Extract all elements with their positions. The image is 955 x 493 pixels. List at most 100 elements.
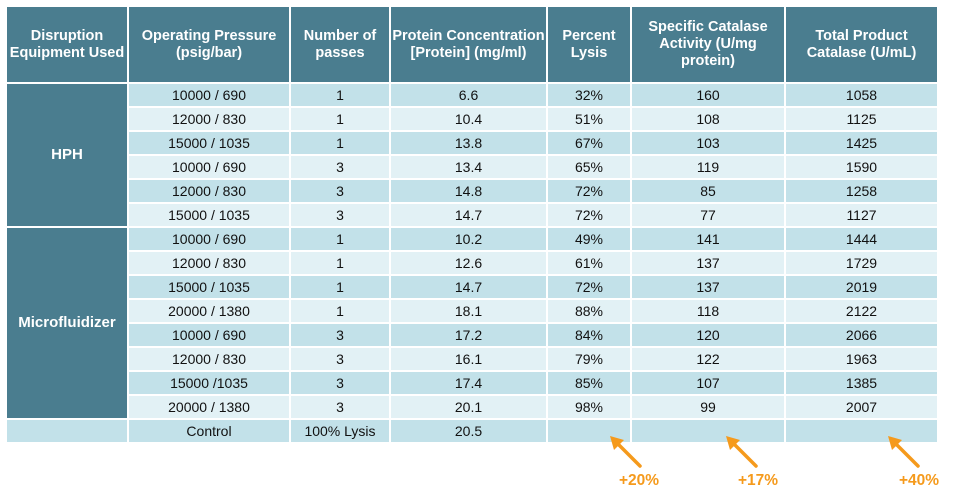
header-row: Disruption Equipment Used Operating Pres…: [5, 5, 939, 84]
table-row: 15000 / 1035 1 14.7 72% 137 2019: [6, 274, 939, 300]
arrow-lysis-icon: [610, 436, 642, 468]
cell-control-total: [784, 418, 939, 444]
cell-total: 1425: [784, 130, 939, 156]
cell-activity: 99: [630, 394, 786, 420]
cell-lysis: 72%: [546, 274, 632, 300]
table-row: 15000 /1035 3 17.4 85% 107 1385: [6, 370, 939, 396]
cell-pressure: 15000 /1035: [127, 370, 291, 396]
cell-total: 1729: [784, 250, 939, 276]
cell-passes: 3: [289, 394, 391, 420]
table-row: 10000 / 690 3 13.4 65% 119 1590: [6, 154, 939, 180]
cell-total: 1963: [784, 346, 939, 372]
cell-protein: 14.8: [389, 178, 548, 204]
cell-lysis: 72%: [546, 178, 632, 204]
cell-pressure: 10000 / 690: [127, 322, 291, 348]
cell-protein: 12.6: [389, 250, 548, 276]
cell-activity: 141: [630, 226, 786, 252]
cell-protein: 17.4: [389, 370, 548, 396]
table-row: 20000 / 1380 1 18.1 88% 118 2122: [6, 298, 939, 324]
cell-total: 2122: [784, 298, 939, 324]
cell-activity: 137: [630, 250, 786, 276]
cell-passes: 1: [289, 106, 391, 132]
cell-passes: 3: [289, 154, 391, 180]
table-row: 15000 / 1035 1 13.8 67% 103 1425: [6, 130, 939, 156]
header-protein: Protein Concentration [Protein] (mg/ml): [389, 5, 548, 84]
cell-lysis: 84%: [546, 322, 632, 348]
cell-passes: 3: [289, 370, 391, 396]
annotation-activity: +17%: [738, 472, 779, 489]
cell-pressure: 20000 / 1380: [127, 298, 291, 324]
cell-pressure: 10000 / 690: [127, 226, 291, 252]
table-row: 12000 / 830 1 10.4 51% 108 1125: [6, 106, 939, 132]
group-label-hph: HPH: [5, 82, 129, 228]
cell-control-activity: [630, 418, 786, 444]
cell-total: 1444: [784, 226, 939, 252]
cell-lysis: 79%: [546, 346, 632, 372]
cell-activity: 77: [630, 202, 786, 228]
cell-control-lysis: [546, 418, 632, 444]
cell-pressure: 12000 / 830: [127, 106, 291, 132]
table-row: 12000 / 830 3 14.8 72% 85 1258: [6, 178, 939, 204]
cell-activity: 137: [630, 274, 786, 300]
cell-passes: 3: [289, 346, 391, 372]
cell-lysis: 88%: [546, 298, 632, 324]
cell-lysis: 65%: [546, 154, 632, 180]
table-row: 15000 / 1035 3 14.7 72% 77 1127: [6, 202, 939, 228]
cell-passes: 1: [289, 82, 391, 108]
cell-activity: 107: [630, 370, 786, 396]
cell-protein: 14.7: [389, 274, 548, 300]
control-group-cell: [5, 418, 129, 444]
cell-lysis: 51%: [546, 106, 632, 132]
cell-passes: 1: [289, 226, 391, 252]
header-equipment: Disruption Equipment Used: [5, 5, 129, 84]
cell-control-label: Control: [127, 418, 291, 444]
cell-total: 2019: [784, 274, 939, 300]
cell-protein: 6.6: [389, 82, 548, 108]
cell-total: 2007: [784, 394, 939, 420]
table-row: HPH 10000 / 690 1 6.6 32% 160 1058: [5, 82, 939, 228]
catalase-results-table: Disruption Equipment Used Operating Pres…: [5, 5, 939, 444]
cell-activity: 120: [630, 322, 786, 348]
cell-lysis: 61%: [546, 250, 632, 276]
cell-passes: 1: [289, 298, 391, 324]
cell-total: 1125: [784, 106, 939, 132]
cell-activity: 160: [630, 82, 786, 108]
cell-pressure: 20000 / 1380: [127, 394, 291, 420]
cell-passes: 3: [289, 322, 391, 348]
cell-total: 2066: [784, 322, 939, 348]
header-lysis: Percent Lysis: [546, 5, 632, 84]
table-row: 10000 / 690 3 17.2 84% 120 2066: [6, 322, 939, 348]
cell-protein: 17.2: [389, 322, 548, 348]
cell-protein: 18.1: [389, 298, 548, 324]
cell-control-passes: 100% Lysis: [289, 418, 391, 444]
header-total: Total Product Catalase (U/mL): [784, 5, 939, 84]
cell-total: 1127: [784, 202, 939, 228]
cell-protein: 14.7: [389, 202, 548, 228]
cell-activity: 103: [630, 130, 786, 156]
cell-pressure: 15000 / 1035: [127, 130, 291, 156]
cell-protein: 20.1: [389, 394, 548, 420]
cell-passes: 3: [289, 202, 391, 228]
cell-protein: 13.4: [389, 154, 548, 180]
cell-activity: 108: [630, 106, 786, 132]
table-row: 20000 / 1380 3 20.1 98% 99 2007: [6, 394, 939, 420]
cell-lysis: 85%: [546, 370, 632, 396]
cell-activity: 119: [630, 154, 786, 180]
arrow-total-icon: [888, 436, 920, 468]
cell-control-protein: 20.5: [389, 418, 548, 444]
cell-pressure: 12000 / 830: [127, 346, 291, 372]
cell-activity: 85: [630, 178, 786, 204]
cell-total: 1258: [784, 178, 939, 204]
cell-passes: 3: [289, 178, 391, 204]
header-pressure: Operating Pressure (psig/bar): [127, 5, 291, 84]
annotation-total: +40%: [899, 472, 940, 489]
cell-protein: 16.1: [389, 346, 548, 372]
cell-pressure: 15000 / 1035: [127, 274, 291, 300]
cell-activity: 122: [630, 346, 786, 372]
cell-protein: 13.8: [389, 130, 548, 156]
control-row: Control 100% Lysis 20.5: [5, 418, 939, 444]
cell-passes: 1: [289, 130, 391, 156]
cell-lysis: 67%: [546, 130, 632, 156]
header-activity: Specific Catalase Activity (U/mg protein…: [630, 5, 786, 84]
table-row: 12000 / 830 1 12.6 61% 137 1729: [6, 250, 939, 276]
